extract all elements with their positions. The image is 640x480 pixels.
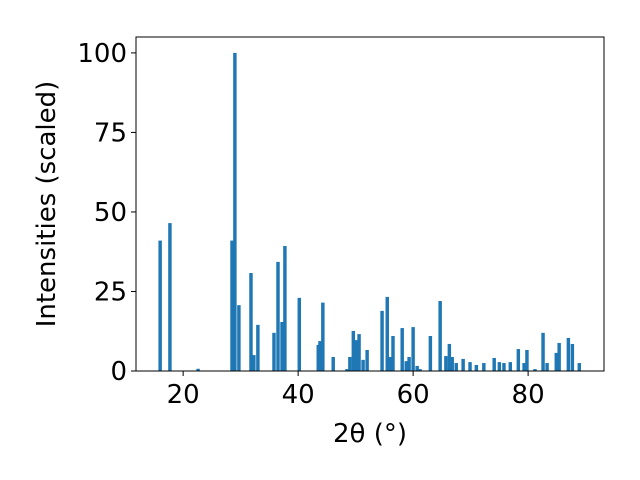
y-tick-label: 100 [77, 39, 127, 69]
bar [461, 358, 465, 371]
bar [444, 356, 448, 371]
bar [252, 355, 256, 371]
bar [525, 350, 529, 371]
bar [391, 336, 395, 371]
bar [533, 369, 537, 371]
bar [404, 361, 408, 371]
bar [276, 261, 280, 371]
bar [516, 349, 521, 371]
y-tick-label: 0 [110, 357, 127, 387]
bar [272, 332, 276, 371]
bar [492, 357, 496, 371]
bar [474, 364, 479, 371]
bar [388, 357, 392, 371]
bar [196, 368, 200, 371]
bar [321, 302, 325, 371]
bar [345, 369, 349, 371]
bar [237, 305, 241, 371]
bar [331, 357, 335, 371]
y-tick-label: 50 [94, 198, 127, 228]
plot-frame [135, 36, 605, 372]
bar [361, 359, 365, 371]
bar [570, 343, 575, 371]
y-tick-label: 25 [94, 277, 127, 307]
bar [497, 362, 502, 371]
bar [233, 52, 237, 372]
y-tick-label: 75 [94, 118, 127, 148]
bar [438, 301, 442, 371]
bar [297, 297, 302, 371]
bar [508, 362, 513, 371]
bar [249, 273, 253, 371]
bar [348, 357, 352, 371]
bar [415, 365, 419, 371]
bar [230, 240, 234, 371]
bar [407, 357, 411, 371]
bar [545, 363, 549, 371]
bar [283, 245, 287, 371]
bar [158, 240, 162, 371]
bar [566, 337, 571, 371]
bar [428, 336, 433, 371]
bar [365, 350, 369, 371]
bar [256, 324, 260, 371]
x-tick-label: 40 [282, 380, 315, 410]
bar [318, 341, 322, 371]
bar [351, 330, 356, 371]
bar [447, 343, 452, 371]
bar [357, 334, 361, 371]
bar [454, 363, 458, 371]
y-axis-label: Intensities (scaled) [32, 81, 62, 328]
x-tick-label: 20 [167, 380, 200, 410]
bar [400, 328, 404, 371]
x-tick-label: 60 [397, 380, 430, 410]
x-tick-label: 80 [512, 380, 545, 410]
bar [554, 352, 559, 371]
bar [280, 322, 284, 371]
bar [380, 310, 384, 371]
bar [522, 363, 526, 371]
bar [354, 340, 358, 371]
bar [411, 327, 415, 371]
bar [541, 332, 545, 371]
bar [385, 296, 389, 371]
bar [502, 363, 506, 371]
bar [418, 369, 422, 371]
bar [557, 343, 561, 371]
bar [168, 223, 172, 371]
bar [482, 363, 486, 371]
x-axis-label: 2θ (°) [333, 419, 407, 449]
bar [577, 363, 582, 371]
bar [450, 357, 454, 371]
bar [468, 362, 472, 371]
